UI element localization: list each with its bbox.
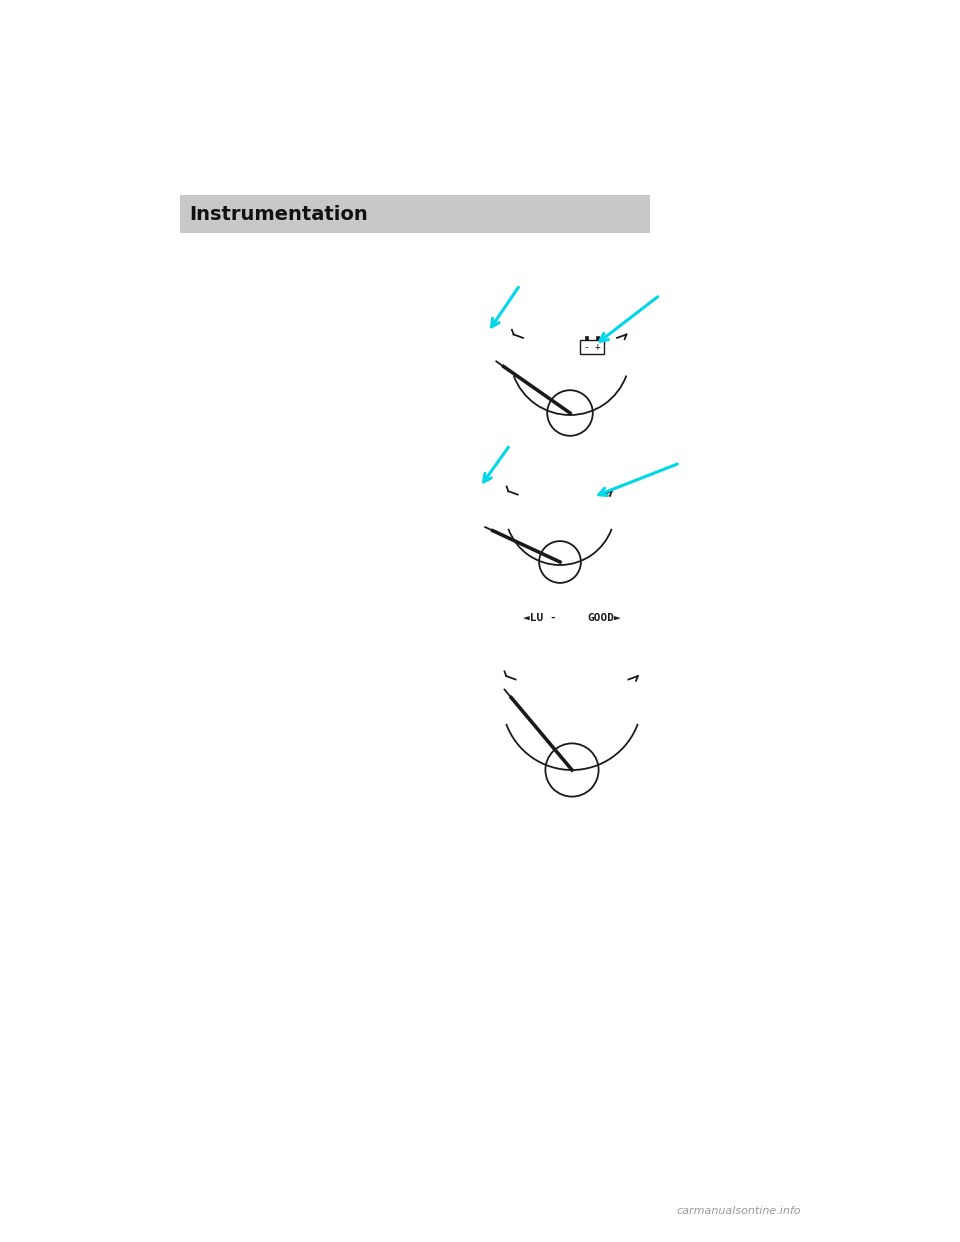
Bar xyxy=(180,195,650,233)
Text: ◄LU -: ◄LU - xyxy=(523,614,557,623)
Bar xyxy=(585,337,588,340)
Text: Instrumentation: Instrumentation xyxy=(189,205,369,224)
Text: +: + xyxy=(594,342,600,351)
Bar xyxy=(595,337,599,340)
Bar xyxy=(580,340,604,354)
Text: GOOD►: GOOD► xyxy=(587,614,621,623)
Text: carmanualsontine.info: carmanualsontine.info xyxy=(677,1206,802,1216)
Text: -: - xyxy=(584,342,589,351)
